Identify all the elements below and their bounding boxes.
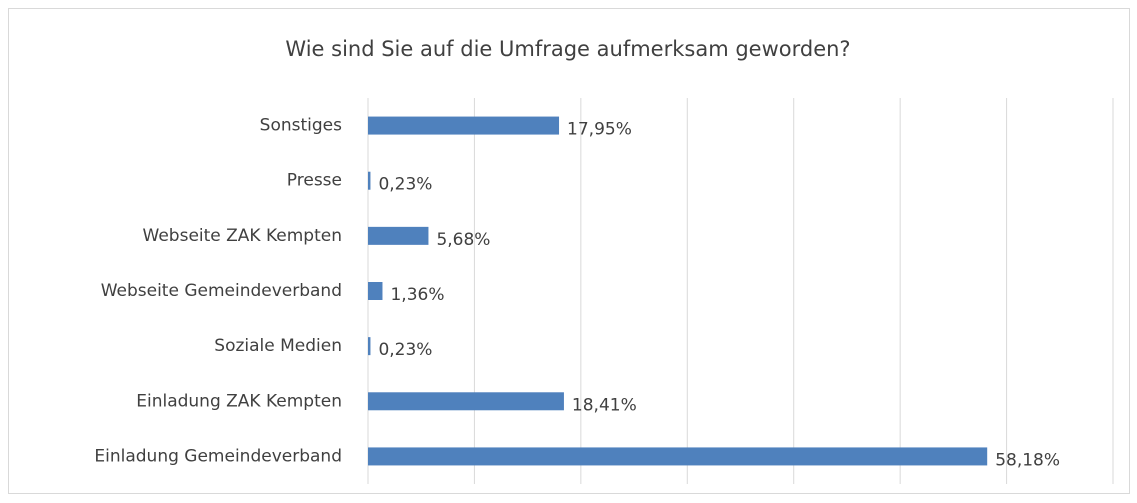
data-label: 58,18% <box>995 450 1060 470</box>
bar <box>368 337 371 356</box>
data-label: 18,41% <box>572 395 637 415</box>
bar <box>368 116 560 135</box>
y-tick-label: Einladung Gemeindeverband <box>94 446 342 466</box>
y-tick-label: Presse <box>287 171 342 191</box>
bar <box>368 282 383 300</box>
bar <box>368 226 429 245</box>
bar <box>368 447 988 466</box>
y-tick-label: Webseite Gemeindeverband <box>101 281 342 301</box>
bar <box>368 392 564 411</box>
y-tick-label: Sonstiges <box>260 116 342 136</box>
y-tick-label: Webseite ZAK Kempten <box>143 226 342 246</box>
chart-title: Wie sind Sie auf die Umfrage aufmerksam … <box>285 37 850 61</box>
data-label: 0,23% <box>378 340 432 360</box>
data-label: 1,36% <box>390 285 444 305</box>
data-label: 5,68% <box>436 230 490 250</box>
bar <box>368 171 371 190</box>
data-label: 0,23% <box>378 175 432 195</box>
y-tick-label: Soziale Medien <box>214 336 342 356</box>
y-tick-label: Einladung ZAK Kempten <box>136 391 342 411</box>
chart-border <box>8 8 1130 494</box>
data-label: 17,95% <box>567 120 632 140</box>
